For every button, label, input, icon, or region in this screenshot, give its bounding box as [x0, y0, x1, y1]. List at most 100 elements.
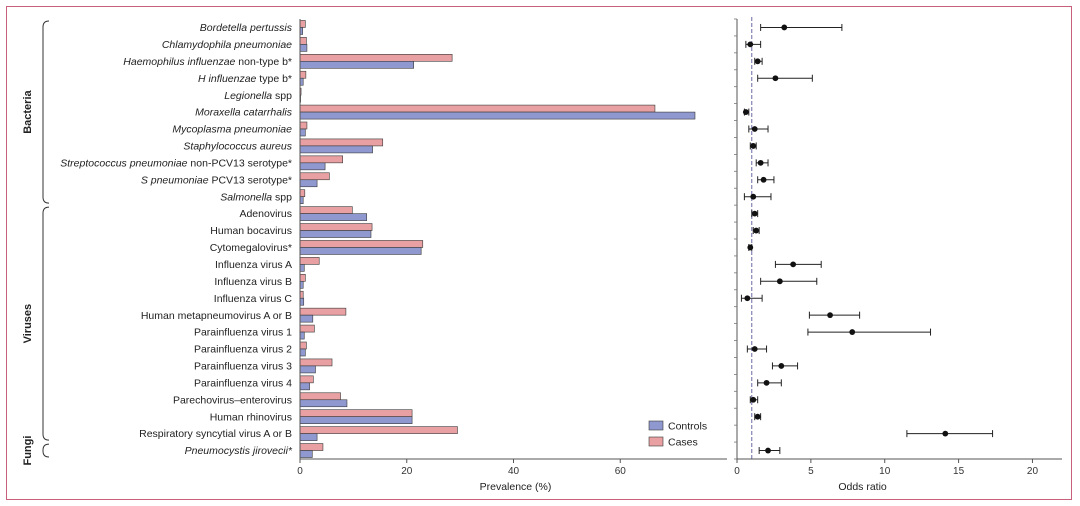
prevalence-tick-label: 20	[401, 466, 413, 477]
bar-cases-respiratory-syncytial-virus-a-or-b	[299, 426, 458, 434]
or-point-human-metapneumovirus-a-or-b	[827, 312, 833, 319]
or-point-respiratory-syncytial-virus-a-or-b	[942, 430, 949, 437]
category-label-name: Human rhinovirus	[210, 411, 292, 423]
bar-cases-parainfluenza-virus-2	[299, 341, 307, 350]
category-label: Chlamydophila pneumoniae	[162, 39, 292, 51]
bar-cases-parainfluenza-virus-3	[299, 358, 333, 367]
category-label-name: Human bocavirus	[210, 225, 292, 237]
bar-cases-haemophilus-influenzae-non-type-b	[299, 54, 453, 62]
category-label: Human bocavirus	[210, 225, 292, 237]
category-label: Parechovirus–enterovirus	[173, 394, 292, 406]
bar-controls-moraxella-catarrhalis	[299, 111, 696, 120]
category-label-name: Moraxella catarrhalis	[195, 107, 293, 119]
bar-controls-staphylococcus-aureus	[299, 145, 373, 154]
bar-controls-cytomegalovirus	[299, 247, 422, 255]
bar-controls-s-pneumoniae-pcv13-serotype	[299, 179, 318, 188]
category-label: Legionella spp	[224, 90, 292, 102]
group-label-bacteria: Bacteria	[22, 89, 34, 133]
legend-controls-label: Controls	[668, 421, 707, 433]
bar-cases-pneumocystis-jirovecii	[299, 443, 324, 451]
category-label-name: Streptococcus pneumoniae	[60, 157, 187, 169]
or-point-moraxella-catarrhalis	[742, 109, 749, 115]
category-label: Mycoplasma pneumoniae	[172, 124, 292, 136]
category-label-suffix: spp	[272, 90, 292, 102]
bar-controls-parechovirus-enterovirus	[299, 399, 348, 408]
bar-controls-pneumocystis-jirovecii	[299, 450, 313, 458]
category-label-name: Parainfluenza virus 3	[194, 361, 292, 373]
or-point-influenza-virus-c	[744, 295, 751, 302]
figure-frame	[6, 6, 1072, 500]
bar-cases-parechovirus-enterovirus	[299, 392, 341, 401]
bar-cases-cytomegalovirus	[299, 240, 424, 248]
category-label: Pneumocystis jirovecii*	[185, 445, 293, 457]
or-point-parainfluenza-virus-4	[763, 379, 770, 386]
category-label-name: Staphylococcus aureus	[183, 141, 292, 153]
bar-cases-influenza-virus-a	[299, 257, 320, 265]
category-label: Streptococcus pneumoniae non-PCV13 serot…	[60, 157, 292, 169]
category-label-name: Mycoplasma pneumoniae	[172, 124, 292, 136]
category-label: Influenza virus B	[214, 276, 292, 288]
or-point-cytomegalovirus	[747, 244, 754, 251]
category-label-name: Legionella	[224, 90, 272, 102]
bar-controls-parainfluenza-virus-2	[299, 348, 306, 357]
category-label-name: Human metapneumovirus A or B	[141, 310, 292, 322]
or-point-salmonella-spp	[750, 193, 757, 200]
category-label-name: Cytomegalovirus*	[210, 242, 292, 254]
bar-cases-adenovirus	[299, 206, 353, 214]
category-label-suffix: type b*	[256, 73, 292, 85]
category-label: Human rhinovirus	[210, 411, 292, 423]
bar-controls-adenovirus	[299, 213, 368, 221]
category-label: Haemophilus influenzae non-type b*	[123, 56, 292, 68]
or-point-streptococcus-pneumoniae-non-pcv13-serotype	[757, 159, 764, 166]
legend-cases-label: Cases	[668, 437, 698, 449]
legend: Controls Cases	[648, 421, 707, 449]
category-label: S pneumoniae PCV13 serotype*	[141, 174, 292, 186]
bar-cases-chlamydophila-pneumoniae	[299, 37, 307, 45]
bar-cases-s-pneumoniae-pcv13-serotype	[299, 172, 330, 181]
category-label-name: Influenza virus C	[214, 293, 293, 305]
category-label-suffix: spp	[272, 191, 292, 203]
odds-ratio-tick-label: 15	[953, 466, 965, 477]
group-braces: Bacteria Viruses Fungi	[22, 20, 50, 466]
category-label: Staphylococcus aureus	[183, 141, 292, 153]
bar-cases-moraxella-catarrhalis	[299, 104, 656, 113]
bar-controls-human-bocavirus	[299, 230, 372, 238]
bar-controls-human-rhinovirus	[299, 416, 413, 424]
bar-cases-influenza-virus-b	[299, 274, 306, 282]
category-label-name: Influenza virus B	[214, 276, 292, 288]
or-point-mycoplasma-pneumoniae	[751, 126, 758, 132]
odds-ratio-tick-label: 5	[808, 466, 814, 477]
category-label-name: Parainfluenza virus 1	[194, 327, 292, 339]
bar-cases-streptococcus-pneumoniae-non-pcv13-serotype	[299, 155, 344, 164]
category-label-name: Haemophilus influenzae	[123, 56, 235, 68]
or-point-haemophilus-influenzae-non-type-b	[754, 58, 761, 65]
bar-controls-human-metapneumovirus-a-or-b	[299, 314, 314, 323]
category-label: Parainfluenza virus 1	[194, 327, 292, 339]
odds-ratio-tick-label: 20	[1027, 466, 1039, 477]
bar-controls-parainfluenza-virus-1	[299, 331, 305, 340]
prevalence-tick-label: 60	[615, 466, 627, 477]
or-point-parechovirus-enterovirus	[750, 396, 757, 403]
or-point-parainfluenza-virus-1	[849, 329, 856, 335]
bar-cases-parainfluenza-virus-1	[299, 324, 315, 333]
bar-cases-salmonella-spp	[299, 189, 306, 197]
category-label: Adenovirus	[239, 208, 292, 220]
brace-bacteria	[42, 20, 50, 204]
or-point-influenza-virus-b	[776, 278, 783, 285]
or-point-bordetella-pertussis	[781, 24, 788, 31]
category-label-name: H influenzae	[198, 73, 257, 85]
brace-viruses	[42, 206, 50, 441]
category-label-name: Chlamydophila pneumoniae	[162, 39, 292, 51]
or-point-h-influenzae-type-b	[772, 75, 779, 82]
bar-cases-parainfluenza-virus-4	[299, 375, 314, 384]
bar-cases-staphylococcus-aureus	[299, 138, 384, 147]
or-point-adenovirus	[751, 210, 758, 217]
bar-controls-influenza-virus-a	[299, 264, 305, 272]
category-label: Influenza virus A	[215, 259, 292, 271]
category-label: Parainfluenza virus 4	[194, 377, 292, 389]
odds-ratio-axis-title: Odds ratio	[838, 481, 887, 493]
or-point-s-pneumoniae-pcv13-serotype	[760, 176, 767, 183]
prevalence-axis: 0 20 40 60 Prevalence (%)	[297, 19, 727, 493]
category-label: Salmonella spp	[220, 191, 292, 203]
